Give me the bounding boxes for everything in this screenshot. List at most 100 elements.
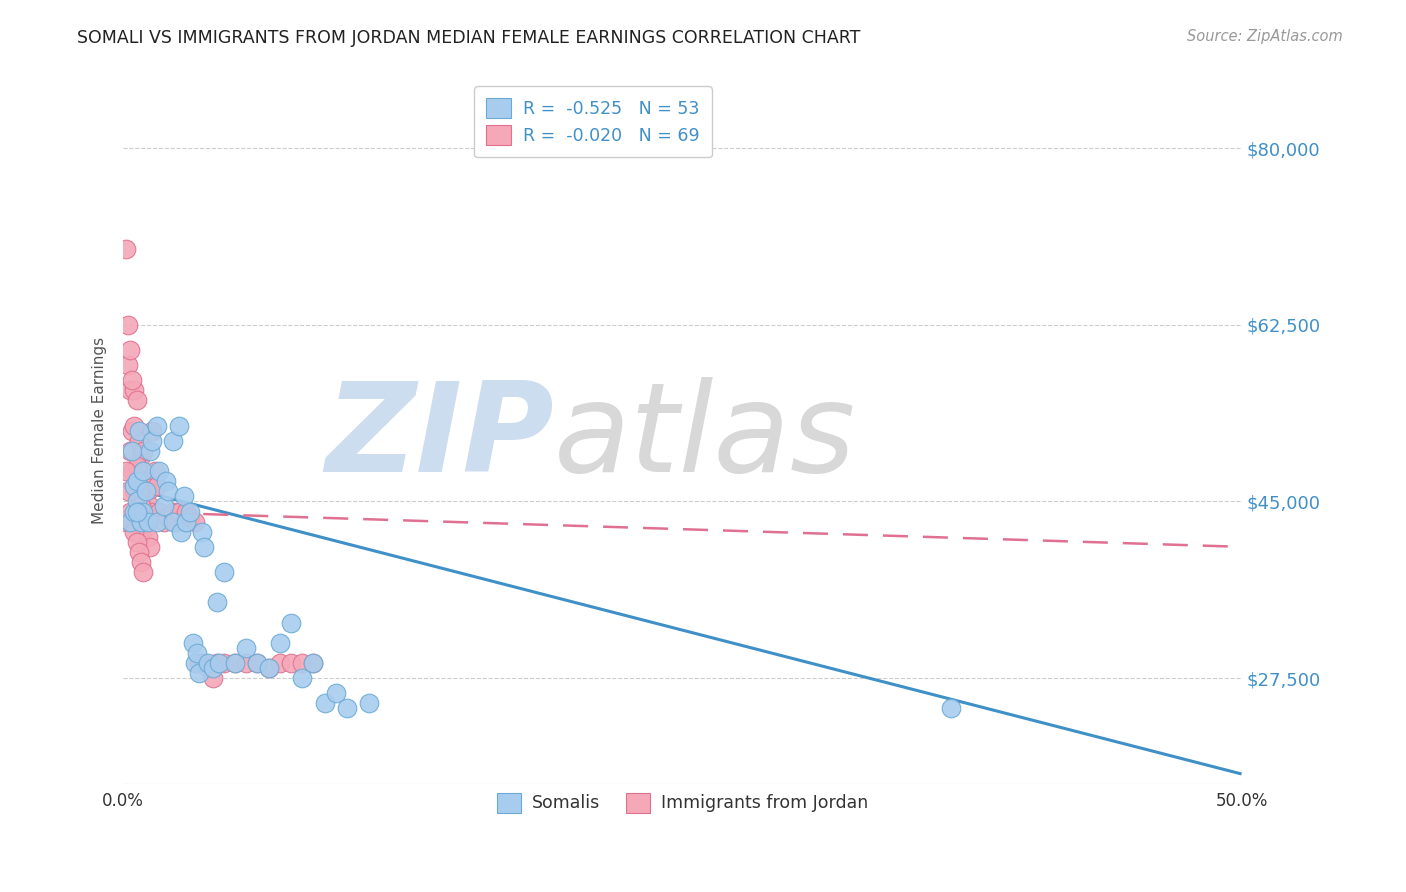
Point xyxy=(118,384,141,398)
Point xyxy=(197,661,219,675)
Point xyxy=(139,500,162,514)
Point xyxy=(207,656,229,670)
Point xyxy=(162,515,184,529)
Point xyxy=(128,434,150,448)
Point xyxy=(167,504,190,518)
Point xyxy=(246,656,269,670)
Y-axis label: Median Female Earnings: Median Female Earnings xyxy=(93,337,107,524)
Point xyxy=(117,318,139,332)
Point xyxy=(124,384,146,398)
Point xyxy=(173,515,195,529)
Point xyxy=(139,444,162,458)
Point xyxy=(291,656,314,670)
Point xyxy=(174,515,197,529)
Point xyxy=(128,424,150,438)
Point xyxy=(118,515,141,529)
Point xyxy=(132,444,155,458)
Point xyxy=(190,524,212,539)
Point xyxy=(224,656,246,670)
Point xyxy=(157,509,180,524)
Point xyxy=(188,666,211,681)
Point xyxy=(235,640,257,655)
Point xyxy=(167,418,190,433)
Point xyxy=(139,540,162,554)
Point xyxy=(132,464,155,478)
Point xyxy=(125,393,148,408)
Point xyxy=(117,358,139,372)
Point xyxy=(152,500,174,514)
Point xyxy=(135,484,157,499)
Point xyxy=(257,661,280,675)
Point xyxy=(135,475,157,489)
Point xyxy=(125,475,148,489)
Point xyxy=(208,656,231,670)
Point xyxy=(269,636,291,650)
Point xyxy=(291,671,314,685)
Point xyxy=(201,671,224,685)
Point xyxy=(125,534,148,549)
Point xyxy=(124,504,146,518)
Point xyxy=(269,656,291,670)
Point xyxy=(129,494,152,508)
Point xyxy=(207,595,229,609)
Legend: Somalis, Immigrants from Jordan: Somalis, Immigrants from Jordan xyxy=(485,780,880,825)
Point xyxy=(125,494,148,508)
Point xyxy=(148,504,170,518)
Point xyxy=(124,524,146,539)
Point xyxy=(136,530,159,544)
Point xyxy=(121,373,143,387)
Point xyxy=(141,424,163,438)
Point xyxy=(146,515,169,529)
Point xyxy=(146,479,169,493)
Point xyxy=(336,701,359,715)
Point xyxy=(246,656,269,670)
Point xyxy=(146,418,169,433)
Point xyxy=(184,515,207,529)
Point xyxy=(143,464,166,478)
Point xyxy=(135,515,157,529)
Text: ZIP: ZIP xyxy=(325,377,554,499)
Point xyxy=(212,565,235,579)
Point xyxy=(128,504,150,518)
Point xyxy=(125,475,148,489)
Point xyxy=(118,444,141,458)
Point xyxy=(132,565,155,579)
Point xyxy=(124,479,146,493)
Point xyxy=(121,515,143,529)
Point xyxy=(280,615,302,630)
Point xyxy=(125,459,148,474)
Point xyxy=(325,686,347,700)
Point xyxy=(162,434,184,448)
Point xyxy=(125,504,148,518)
Point xyxy=(197,656,219,670)
Point xyxy=(114,464,136,478)
Point xyxy=(179,504,201,518)
Point xyxy=(235,656,257,670)
Point xyxy=(124,418,146,433)
Point xyxy=(181,636,204,650)
Point xyxy=(314,696,336,710)
Point xyxy=(193,540,215,554)
Point xyxy=(135,519,157,533)
Point xyxy=(148,464,170,478)
Point xyxy=(174,504,197,518)
Point xyxy=(129,449,152,463)
Point xyxy=(118,504,141,518)
Point xyxy=(162,504,184,518)
Point xyxy=(157,484,180,499)
Point xyxy=(129,515,152,529)
Point xyxy=(280,656,302,670)
Text: Source: ZipAtlas.com: Source: ZipAtlas.com xyxy=(1187,29,1343,44)
Point xyxy=(179,509,201,524)
Point xyxy=(201,661,224,675)
Point xyxy=(170,524,193,539)
Point xyxy=(939,701,962,715)
Point xyxy=(302,656,325,670)
Text: atlas: atlas xyxy=(554,377,856,499)
Point xyxy=(121,424,143,438)
Point xyxy=(114,515,136,529)
Point xyxy=(129,500,152,514)
Point xyxy=(128,545,150,559)
Point xyxy=(186,646,208,660)
Point xyxy=(136,484,159,499)
